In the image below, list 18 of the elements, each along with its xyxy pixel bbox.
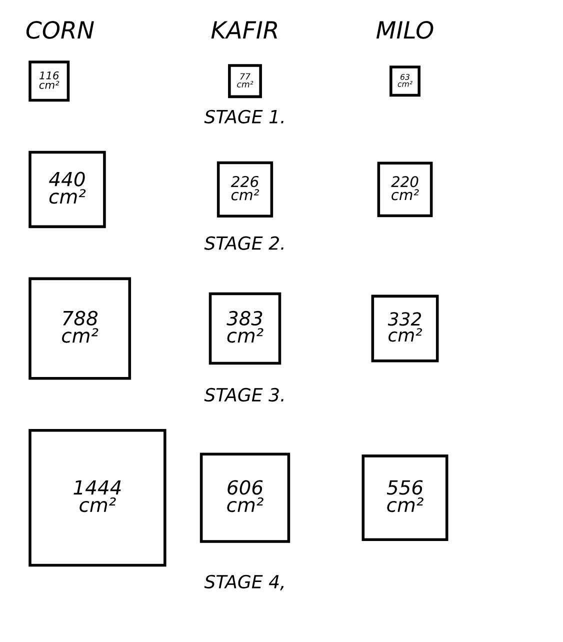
data-label: 77 cm² <box>237 73 254 88</box>
data-label: 383 cm² <box>226 310 264 343</box>
data-label: 332 cm² <box>388 312 422 342</box>
category-label: CORN <box>26 20 94 39</box>
data-label: 440 cm² <box>49 172 86 204</box>
text: STAGE 2. <box>204 236 284 250</box>
text: STAGE 3. <box>204 388 284 402</box>
text: STAGE 4, <box>204 574 284 590</box>
data-label: 220 cm² <box>391 176 419 200</box>
category-label: KAFIR <box>211 21 278 39</box>
legend-label: STAGE 1. <box>204 110 284 124</box>
data-label: 556 cm² <box>386 480 424 512</box>
data-label: 606 cm² <box>227 480 264 512</box>
data-label: 788 cm² <box>62 310 98 343</box>
category-label: MILO <box>376 20 434 39</box>
data-label: 1444 cm² <box>74 480 121 512</box>
data-label: 226 cm² <box>230 176 260 200</box>
data-label: 116 cm² <box>39 71 60 89</box>
